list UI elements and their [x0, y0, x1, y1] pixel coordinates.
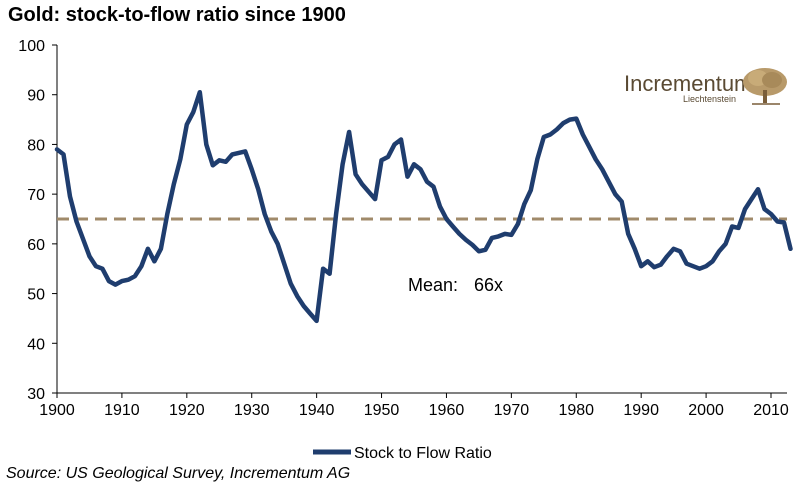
y-tick-label: 80	[27, 137, 45, 154]
y-tick-label: 70	[27, 187, 45, 204]
x-tick-label: 1950	[364, 402, 400, 419]
logo-name: Incrementum	[624, 71, 752, 96]
x-tick-label: 1930	[234, 402, 270, 419]
x-tick-label: 2000	[688, 402, 724, 419]
y-tick-label: 60	[27, 237, 45, 254]
y-tick-label: 50	[27, 287, 45, 304]
x-tick-label: 1920	[169, 402, 205, 419]
y-ticks: 30 40 50 60 70 80 90 100	[18, 38, 57, 403]
legend: Stock to Flow Ratio	[313, 445, 492, 462]
x-ticks: 1900 1910 1920 1930 1940 1950 1960 1970 1980 1990…	[39, 393, 789, 419]
series-line-stock-to-flow	[54, 89, 793, 324]
logo-subtitle: Liechtenstein	[683, 94, 736, 104]
chart-title: Gold: stock-to-flow ratio since 1900	[8, 4, 346, 26]
mean-label: Mean:	[408, 275, 458, 295]
y-tick-label: 30	[27, 386, 45, 403]
y-tick-label: 40	[27, 336, 45, 353]
x-tick-label: 1940	[299, 402, 335, 419]
mean-value: 66x	[474, 275, 503, 295]
tree-icon	[743, 68, 787, 105]
x-tick-label: 1960	[429, 402, 465, 419]
y-tick-label: 100	[18, 38, 45, 55]
x-tick-label: 1910	[104, 402, 140, 419]
x-tick-label: 1900	[39, 402, 75, 419]
x-tick-label: 2010	[753, 402, 789, 419]
x-tick-label: 1990	[623, 402, 659, 419]
mean-annotation: Mean: 66x	[408, 275, 503, 295]
x-tick-label: 1970	[494, 402, 530, 419]
incrementum-logo: Incrementum Liechtenstein	[624, 68, 787, 105]
source-note: Source: US Geological Survey, Incrementu…	[6, 465, 351, 482]
x-tick-label: 1980	[558, 402, 594, 419]
legend-label: Stock to Flow Ratio	[354, 445, 492, 462]
y-tick-label: 90	[27, 88, 45, 105]
